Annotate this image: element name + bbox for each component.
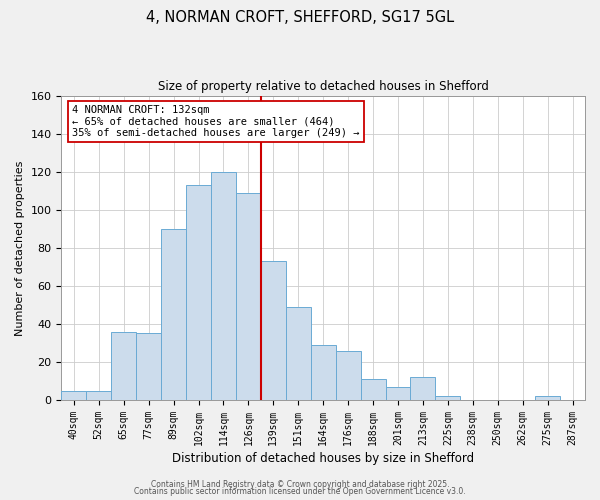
Bar (436, 396, 460, 400)
Bar (211, 172, 236, 400)
Bar (286, 307, 311, 400)
Bar (86, 390, 111, 400)
Bar (61, 390, 86, 400)
Bar (161, 229, 186, 400)
Bar (186, 185, 211, 400)
Bar (111, 332, 136, 400)
Bar (261, 261, 286, 400)
Bar (410, 377, 436, 400)
Bar (335, 350, 361, 400)
Text: Contains HM Land Registry data © Crown copyright and database right 2025.: Contains HM Land Registry data © Crown c… (151, 480, 449, 489)
Text: 4 NORMAN CROFT: 132sqm
← 65% of detached houses are smaller (464)
35% of semi-de: 4 NORMAN CROFT: 132sqm ← 65% of detached… (72, 104, 359, 138)
Bar (361, 379, 386, 400)
Bar (236, 192, 261, 400)
Bar (311, 345, 335, 400)
Bar (136, 334, 161, 400)
Bar (535, 396, 560, 400)
X-axis label: Distribution of detached houses by size in Shefford: Distribution of detached houses by size … (172, 452, 474, 465)
Bar (386, 387, 410, 400)
Text: 4, NORMAN CROFT, SHEFFORD, SG17 5GL: 4, NORMAN CROFT, SHEFFORD, SG17 5GL (146, 10, 454, 25)
Text: Contains public sector information licensed under the Open Government Licence v3: Contains public sector information licen… (134, 487, 466, 496)
Y-axis label: Number of detached properties: Number of detached properties (15, 160, 25, 336)
Title: Size of property relative to detached houses in Shefford: Size of property relative to detached ho… (158, 80, 488, 93)
